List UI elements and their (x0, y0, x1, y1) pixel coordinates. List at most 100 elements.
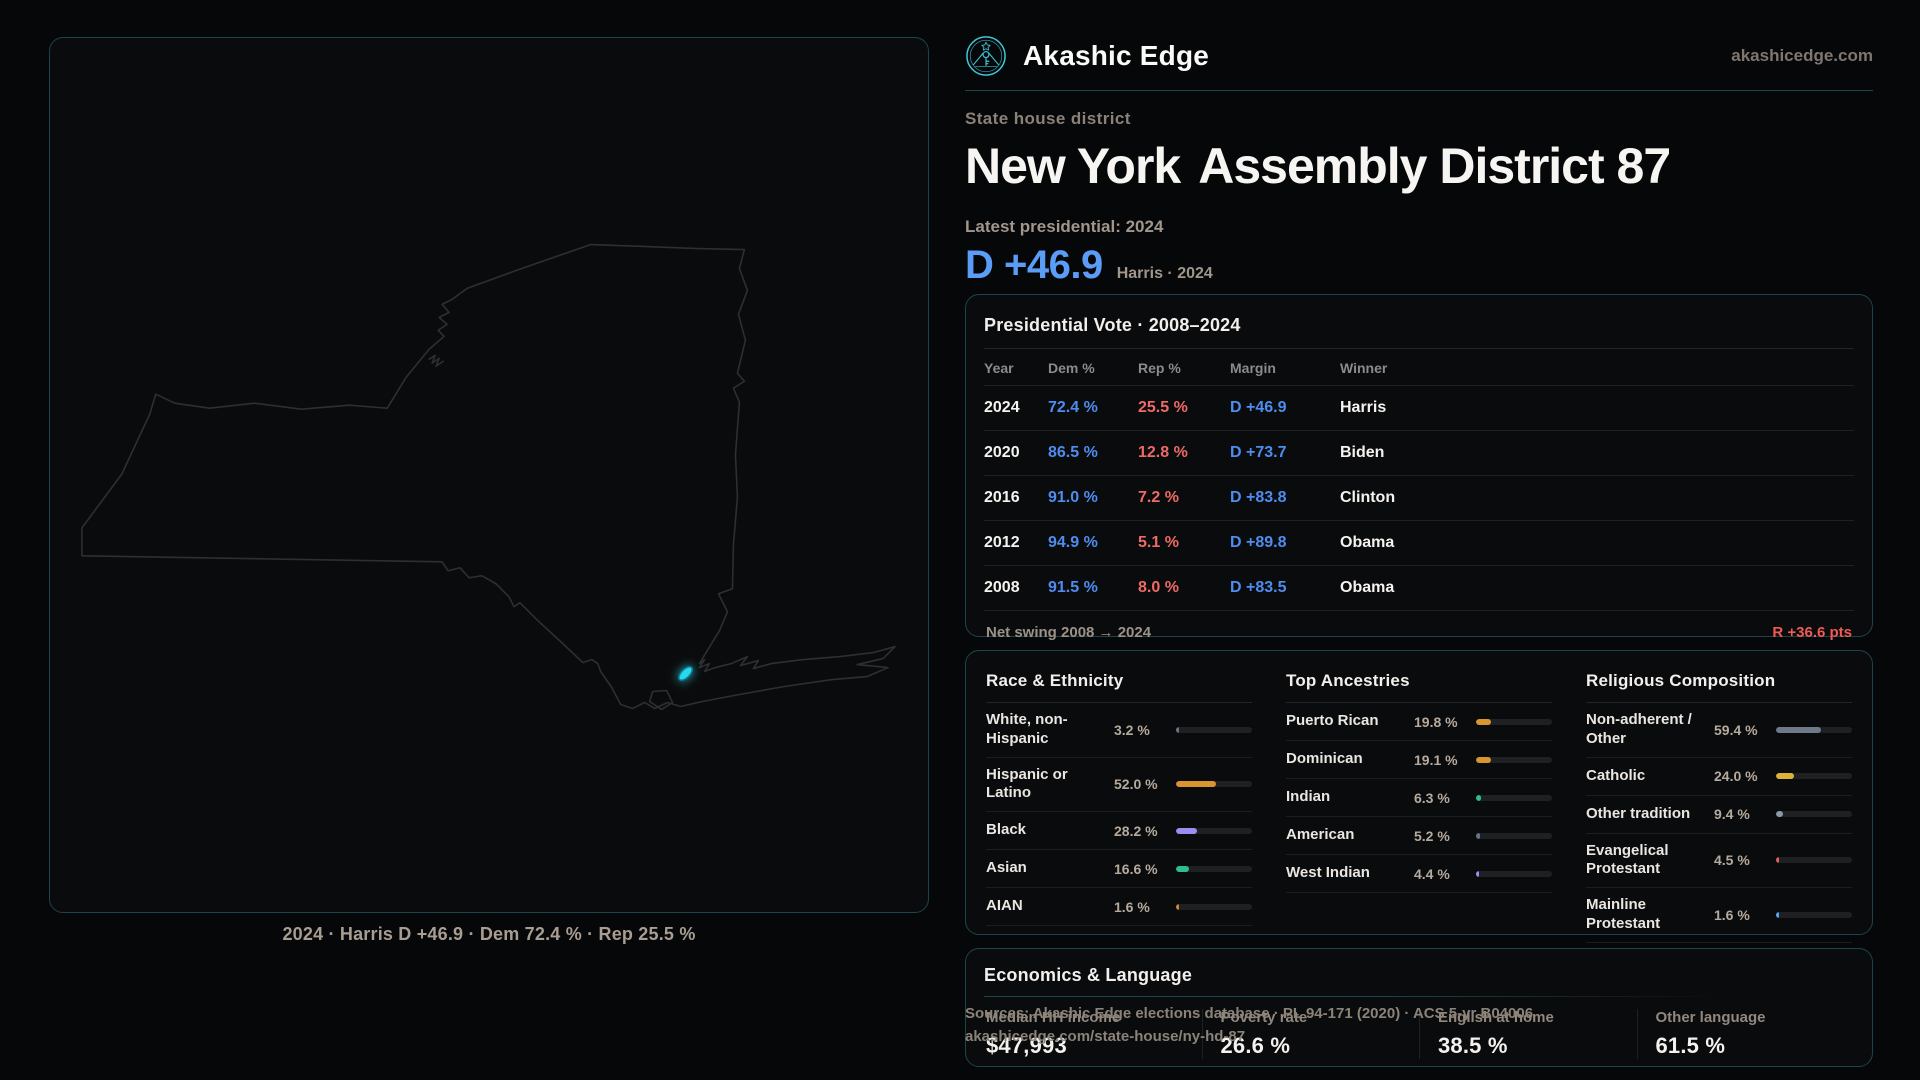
demo-row-label: American (1286, 826, 1355, 844)
margin-note: Harris · 2024 (1116, 265, 1213, 282)
demo-row: Hispanic or Latino 52.0 % (986, 758, 1252, 812)
site-domain-link[interactable]: akashicedge.com (1731, 46, 1873, 65)
district-map-panel (49, 37, 929, 913)
demo-row: American 5.2 % (1286, 817, 1552, 855)
year-cell: 2012 (984, 520, 1048, 566)
demo-row-bar (1176, 827, 1252, 834)
district-title-district: Assembly District 87 (1198, 138, 1671, 194)
stat-value: 38.5 % (1438, 1033, 1508, 1058)
demo-row-bar (1476, 718, 1552, 725)
economics-stats-grid: Median HH income $47,993 Poverty rate 26.6 … (984, 1009, 1854, 1059)
demo-row: Non-adherent / Other 59.4 % (1586, 703, 1852, 758)
demo-row-label: White, non-Hispanic (986, 711, 1068, 747)
presidential-vote-panel: Presidential Vote · 2008–2024 Year Dem %… (965, 294, 1873, 641)
stat-label: Median HH income (986, 1009, 1121, 1026)
demo-row-value: 19.8 % (1414, 713, 1458, 730)
rep-cell: 8.0 % (1138, 565, 1230, 611)
column-header-dem: Dem % (1048, 349, 1138, 386)
district-title: New York Assembly District 87 (965, 137, 1873, 195)
net-swing-row: Net swing 2008 → 2024 R +36.6 pts (984, 611, 1854, 654)
margin-cell: D +83.8 (1230, 475, 1340, 521)
presidential-panel-title: Presidential Vote · 2008–2024 (984, 313, 1854, 349)
demo-row: Catholic 24.0 % (1586, 758, 1852, 796)
demo-row-value: 16.6 % (1114, 860, 1158, 877)
demo-row-bar-fill (1476, 870, 1480, 877)
new-york-state-map (81, 243, 896, 711)
demo-row-value: 1.6 % (1714, 906, 1750, 923)
demo-row-bar (1776, 911, 1852, 918)
demo-row-bar-fill (1176, 865, 1189, 872)
demo-row-bar (1776, 811, 1852, 817)
margin-cell: D +46.9 (1230, 385, 1340, 431)
demo-row-bar (1476, 756, 1552, 763)
demo-row-value: 4.5 % (1714, 852, 1750, 869)
latest-presidential-label: Latest presidential: 2024 (965, 217, 1164, 236)
economics-panel: Economics & Language Median HH income $47… (965, 948, 1873, 1067)
demo-row-label: Puerto Rican (1286, 712, 1379, 730)
column-header-margin: Margin (1230, 349, 1340, 386)
demo-row: Puerto Rican 19.8 % (1286, 703, 1552, 741)
presidential-row-2020: 2020 86.5 % 12.8 % D +73.7 Biden (984, 430, 1854, 476)
demo-row-bar (1776, 857, 1852, 864)
demo-row-value: 5.2 % (1414, 827, 1450, 844)
rep-cell: 25.5 % (1138, 385, 1230, 431)
demo-row: West Indian 4.4 % (1286, 855, 1552, 893)
net-swing-label: Net swing 2008 → 2024 (986, 624, 1152, 641)
demo-row-label: Dominican (1286, 750, 1363, 768)
demo-row-bar (1776, 726, 1852, 733)
demo-row-bar-fill (1776, 911, 1779, 918)
column-header-winner: Winner (1340, 349, 1854, 386)
presidential-table-head: Year Dem % Rep % Margin Winner (984, 349, 1854, 386)
stat-label: Poverty rate (1220, 1009, 1308, 1026)
brand-name: Akashic Edge (1023, 40, 1210, 71)
stat-english-at-home: English at home 38.5 % (1419, 1009, 1637, 1059)
economics-panel-title: Economics & Language (984, 965, 1193, 985)
stat-median-hh-income: Median HH income $47,993 (984, 1009, 1202, 1059)
margin-headline-row: D +46.9 Harris · 2024 (965, 243, 1873, 288)
dem-cell: 86.5 % (1048, 430, 1138, 476)
demo-section-race-ethnicity: Race & Ethnicity White, non-Hispanic 3.2 %… (986, 671, 1252, 943)
sources-line-1: Sources: Akashic Edge elections database… (965, 1005, 1534, 1022)
right-column: Akashic Edge akashicedge.com State house… (965, 30, 1873, 1067)
economics-title-divider (984, 996, 1854, 997)
top-ancestries-title: Top Ancestries (1286, 671, 1552, 703)
demo-section-religious-composition: Religious Composition Non-adherent / Othe… (1586, 671, 1852, 943)
demo-row-bar-fill (1776, 811, 1784, 817)
demo-row-label: Other tradition (1586, 804, 1691, 822)
stat-label: English at home (1438, 1009, 1554, 1026)
section-kicker: State house district (965, 109, 1131, 128)
demo-row-bar-fill (1776, 773, 1795, 779)
dem-cell: 91.5 % (1048, 565, 1138, 611)
presidential-row-2024: 2024 72.4 % 25.5 % D +46.9 Harris (984, 385, 1854, 431)
demo-row-label: Hispanic or Latino (986, 765, 1068, 802)
demo-row-value: 3.2 % (1114, 721, 1150, 738)
demo-row-label: Black (986, 821, 1027, 839)
presidential-vote-table: Year Dem % Rep % Margin Winner 2024 72.4 … (984, 349, 1854, 611)
stat-label: Other language (1655, 1009, 1766, 1026)
demo-row-bar (1776, 773, 1852, 779)
sources-line-2: akashicedge.com/state-house/ny-hd-87 (965, 1028, 1246, 1046)
demo-row-bar (1476, 870, 1552, 877)
site-header: Akashic Edge akashicedge.com (965, 30, 1873, 82)
demo-row-bar-fill (1176, 781, 1216, 788)
map-caption: 2024 · Harris D +46.9 · Dem 72.4 % · Rep… (282, 924, 696, 944)
year-cell: 2024 (984, 385, 1048, 431)
demographics-panel: Race & Ethnicity White, non-Hispanic 3.2 %… (965, 650, 1873, 943)
demo-row: Asian 16.6 % (986, 850, 1252, 888)
rep-cell: 7.2 % (1138, 475, 1230, 521)
demo-row: Black 28.2 % (986, 812, 1252, 850)
religious-composition-title: Religious Composition (1586, 671, 1852, 703)
margin-cell: D +83.5 (1230, 565, 1340, 611)
demo-row-value: 6.3 % (1414, 789, 1450, 806)
demo-row-value: 19.1 % (1414, 751, 1458, 768)
demo-row-value: 52.0 % (1114, 776, 1158, 793)
thousand-islands-fragment (428, 354, 444, 368)
akashic-edge-logo-icon (966, 36, 1006, 76)
margin-cell: D +73.7 (1230, 430, 1340, 476)
demo-row: White, non-Hispanic 3.2 % (986, 703, 1252, 758)
demo-row-bar-fill (1476, 794, 1481, 801)
demo-row-label: Mainline Protestant (1586, 896, 1661, 932)
margin-headline: D +46.9 (965, 243, 1103, 287)
demo-row-value: 59.4 % (1714, 721, 1758, 738)
district-title-state: New York (965, 138, 1181, 194)
